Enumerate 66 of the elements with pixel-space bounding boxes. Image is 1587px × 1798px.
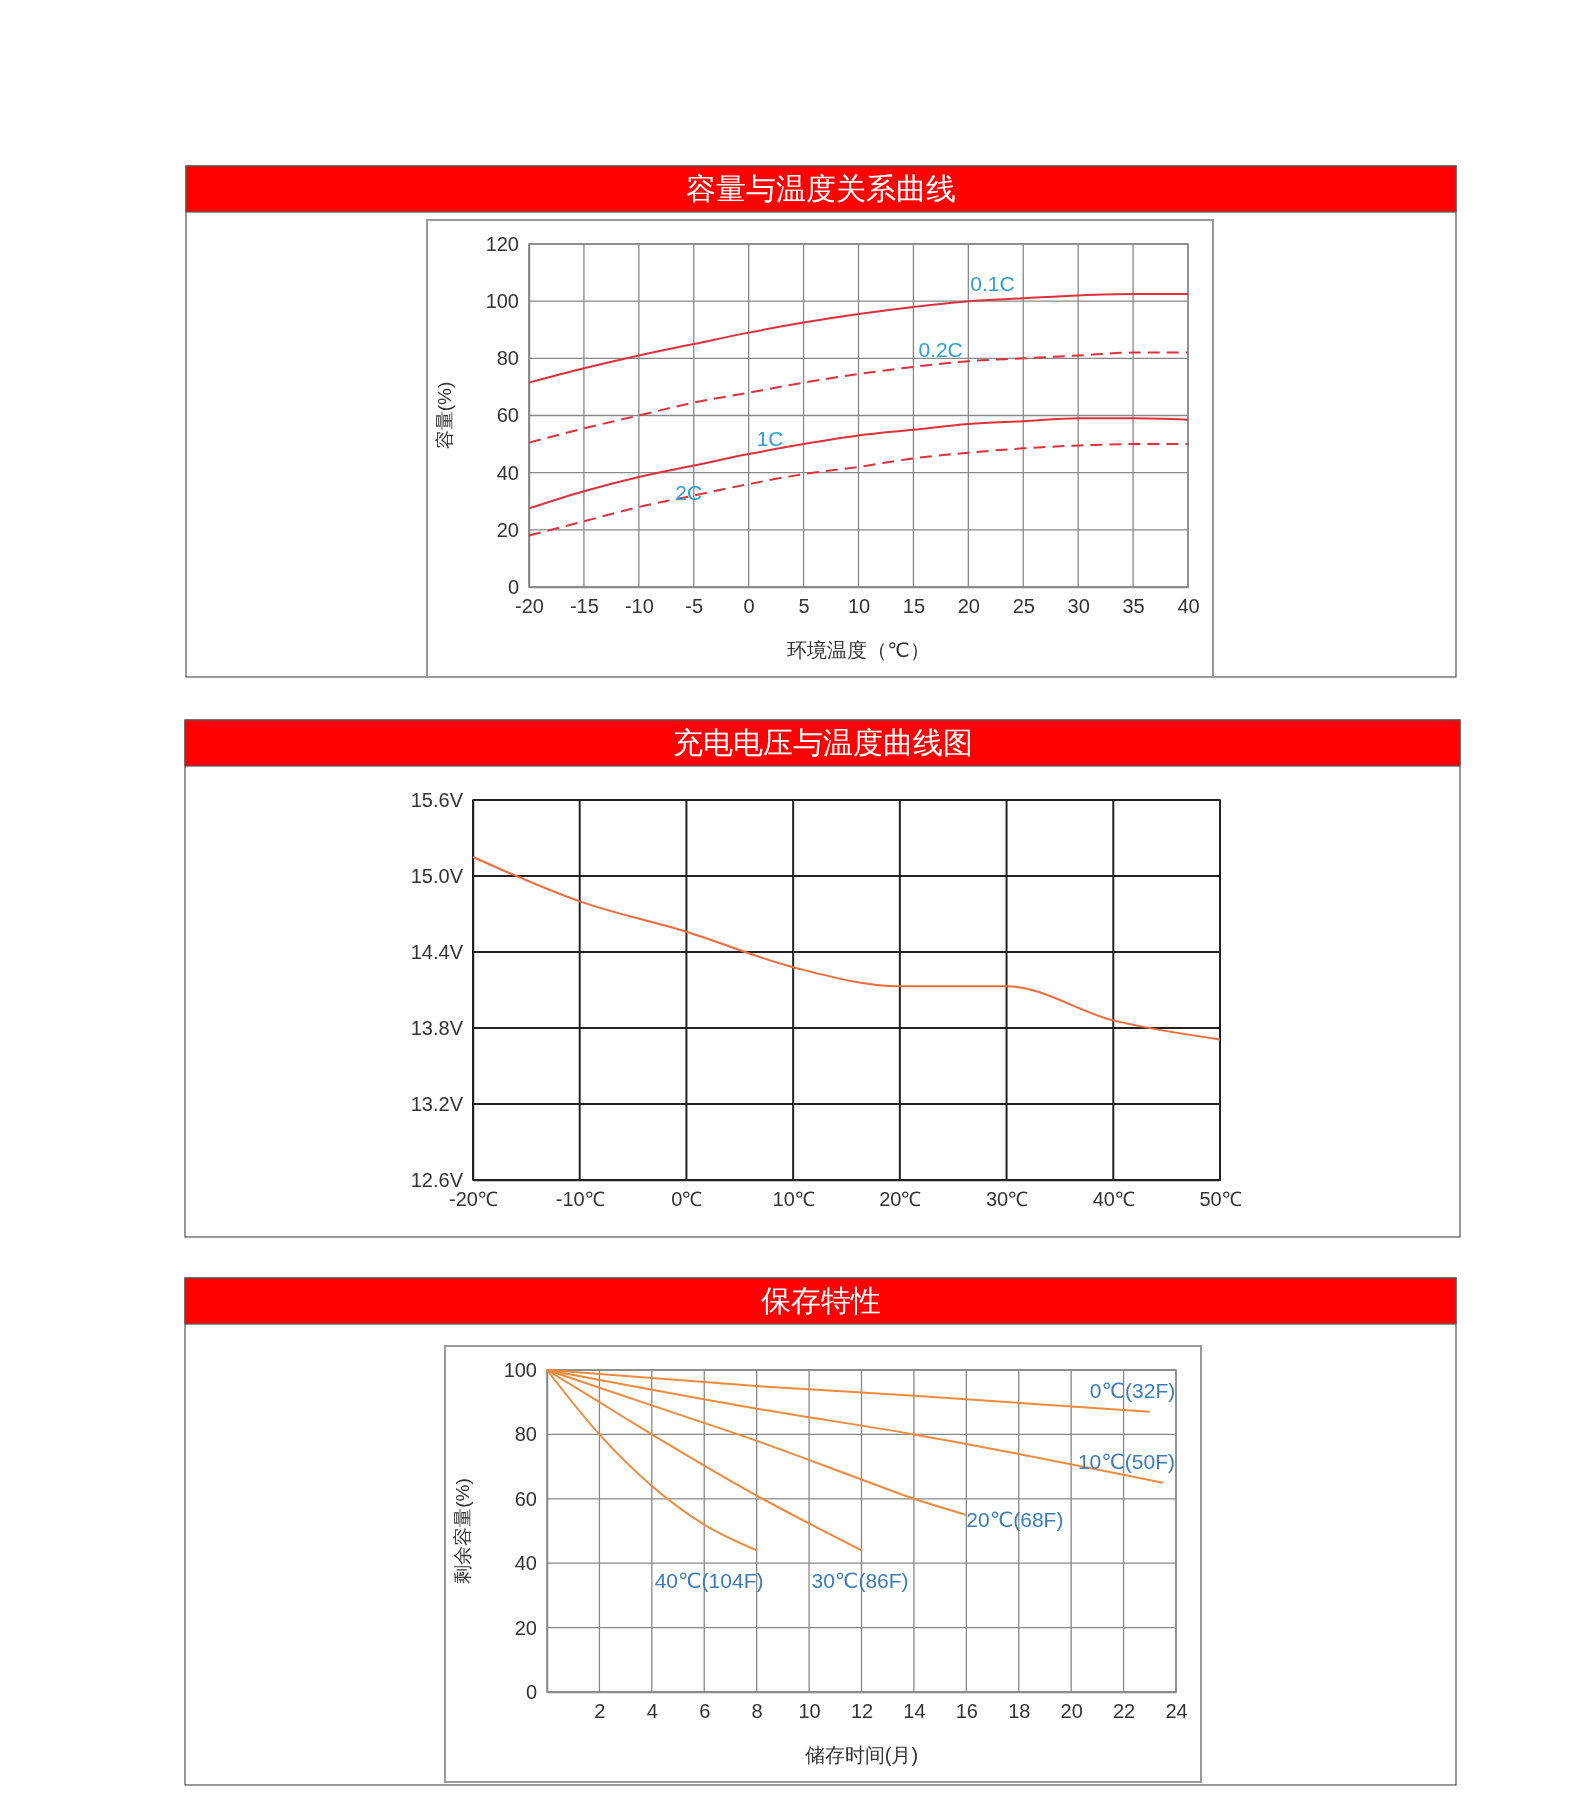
y-tick-label: 100	[503, 1358, 537, 1381]
series-label: 0.2C	[918, 337, 963, 361]
line-series	[472, 856, 1221, 1041]
x-tick-label: 2	[594, 1700, 606, 1723]
x-tick-label: 4	[646, 1700, 658, 1723]
x-tick-label: 40℃	[1092, 1188, 1135, 1211]
series-label: 0.1C	[970, 272, 1015, 296]
x-tick-label: 40	[1177, 595, 1200, 618]
x-tick-label: 50℃	[1199, 1188, 1242, 1211]
y-tick-label: 80	[496, 347, 519, 370]
chart-title: 容量与温度关系曲线	[686, 171, 956, 206]
y-tick-label: 0	[525, 1680, 537, 1703]
x-tick-label: -15	[569, 595, 599, 618]
y-tick-label: 40	[514, 1552, 537, 1575]
y-tick-label: 13.8V	[410, 1016, 464, 1039]
y-tick-label: 13.2V	[410, 1092, 464, 1115]
y-tick-label: 60	[496, 404, 519, 427]
y-tick-label: 12.6V	[410, 1168, 464, 1191]
x-axis-title: 储存时间(月)	[804, 1744, 919, 1766]
line-series	[528, 417, 1189, 510]
x-tick-label: 20℃	[879, 1188, 922, 1211]
line-series	[528, 293, 1189, 384]
series-label: 20℃(68F)	[966, 1507, 1064, 1531]
x-tick-label: 20	[957, 595, 980, 618]
y-tick-label: 100	[485, 290, 519, 313]
y-tick-label: 60	[514, 1487, 537, 1510]
x-tick-label: 14	[903, 1700, 926, 1723]
x-tick-label: -20℃	[449, 1188, 498, 1211]
y-tick-label: 15.6V	[410, 788, 464, 811]
y-axis-title: 剩余容量(%)	[452, 1478, 473, 1584]
x-tick-label: 8	[751, 1700, 763, 1723]
x-tick-label: 18	[1008, 1700, 1031, 1723]
y-axis-title: 容量(%)	[434, 381, 455, 450]
y-tick-label: 15.0V	[410, 864, 464, 887]
x-tick-label: 25	[1012, 595, 1035, 618]
x-tick-label: -10℃	[555, 1188, 605, 1211]
x-tick-label: 35	[1122, 595, 1145, 618]
chart-title: 充电电压与温度曲线图	[672, 725, 973, 760]
y-tick-label: 20	[514, 1616, 537, 1639]
x-tick-label: -5	[685, 595, 704, 618]
x-axis-title: 环境温度（℃）	[787, 639, 930, 661]
y-tick-label: 20	[496, 518, 519, 541]
x-tick-label: -20	[515, 595, 544, 618]
series-label: 1C	[756, 427, 784, 451]
x-tick-label: -10	[624, 595, 654, 618]
y-tick-label: 80	[514, 1423, 537, 1446]
x-tick-label: 10	[798, 1700, 821, 1723]
x-tick-label: 24	[1165, 1700, 1188, 1723]
x-tick-label: 30℃	[985, 1188, 1029, 1211]
x-tick-label: 16	[955, 1700, 978, 1723]
y-tick-label: 0	[507, 575, 519, 598]
x-tick-label: 0℃	[671, 1188, 703, 1211]
x-tick-label: 22	[1112, 1700, 1136, 1723]
x-tick-label: 0	[743, 595, 755, 618]
x-tick-label: 6	[699, 1700, 711, 1723]
x-tick-label: 30	[1067, 595, 1090, 618]
x-tick-label: 20	[1060, 1700, 1083, 1723]
y-tick-label: 120	[485, 232, 519, 255]
y-tick-label: 40	[496, 461, 519, 484]
x-tick-label: 12	[850, 1700, 874, 1723]
x-tick-label: 10℃	[772, 1188, 815, 1211]
chart-title: 保存特性	[760, 1283, 881, 1318]
x-tick-label: 15	[902, 595, 926, 618]
y-tick-label: 14.4V	[410, 940, 464, 963]
x-tick-label: 5	[798, 595, 810, 618]
x-tick-label: 10	[847, 595, 871, 618]
